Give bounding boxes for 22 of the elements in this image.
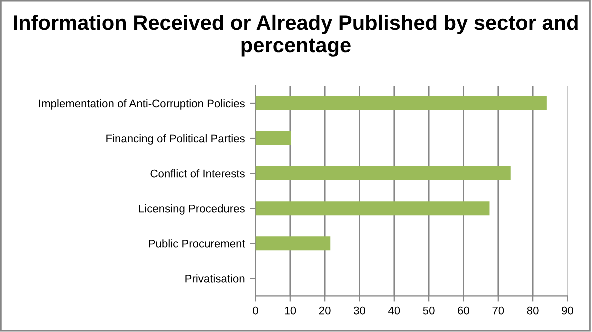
x-tick-label: 70 — [492, 306, 504, 315]
x-tick-label: 10 — [285, 306, 296, 315]
bar — [256, 96, 547, 111]
bar — [256, 166, 511, 181]
y-tick-label: Privatisation — [186, 274, 245, 283]
bar — [256, 132, 292, 146]
bar — [256, 202, 490, 216]
x-tick-label: 80 — [527, 306, 539, 315]
y-tick-label: Licensing Procedures — [139, 204, 245, 215]
y-tick-label: Financing of Political Parties — [106, 134, 245, 145]
x-tick-label: 0 — [253, 306, 258, 315]
x-tick-label: 50 — [423, 306, 435, 315]
y-tick-label: Conflict of Interests — [150, 170, 245, 178]
x-tick-label: 40 — [388, 306, 400, 315]
x-tick-label: 30 — [354, 306, 366, 315]
x-tick-label: 90 — [562, 306, 574, 315]
x-tick-label: 60 — [458, 306, 470, 315]
x-tick-label: 20 — [319, 306, 331, 315]
y-tick-label: Implementation of Anti-Corruption Policies — [39, 99, 245, 110]
y-tick-label: Public Procurement — [149, 240, 246, 248]
bar — [256, 236, 331, 251]
chart-title: Information Received or Already Published by sector and percentage — [14, 14, 578, 57]
